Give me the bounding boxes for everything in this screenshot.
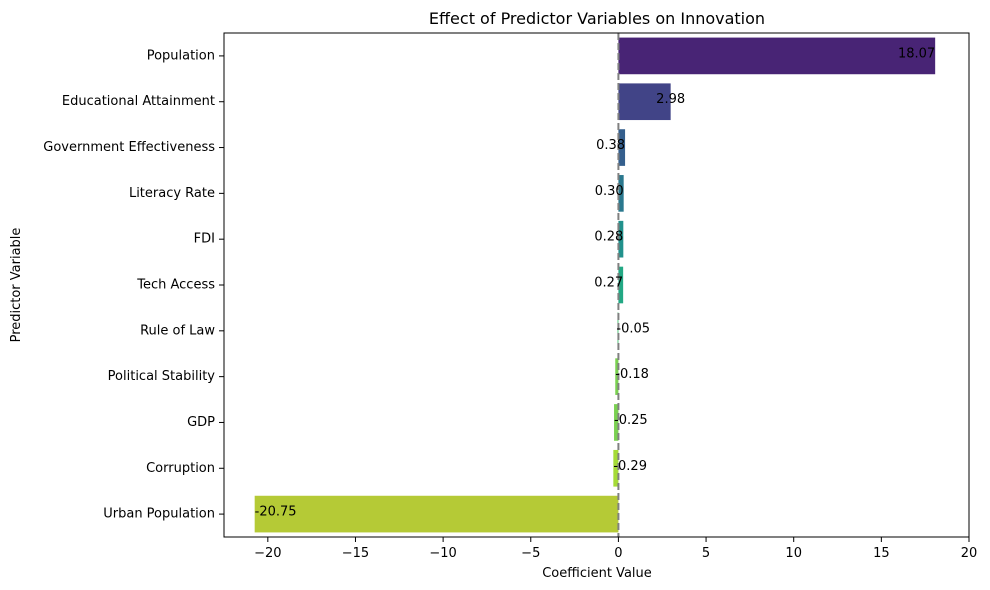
y-tick-label: Government Effectiveness <box>43 140 215 155</box>
data-label: 0.30 <box>595 184 624 199</box>
bar <box>613 449 619 487</box>
y-tick-label: Rule of Law <box>140 323 215 338</box>
bar <box>618 266 624 304</box>
y-tick-label: Corruption <box>146 461 215 476</box>
bar <box>618 37 936 75</box>
x-tick-label: 10 <box>785 546 802 561</box>
y-axis-label: Predictor Variable <box>9 228 24 343</box>
x-tick-label: 20 <box>961 546 978 561</box>
y-tick-label: GDP <box>187 415 215 430</box>
y-tick-label: Population <box>147 48 215 63</box>
data-label: 18.07 <box>898 46 935 61</box>
bar <box>615 358 619 395</box>
y-tick-label: Educational Attainment <box>62 94 215 109</box>
y-tick-label: Literacy Rate <box>129 186 215 201</box>
bar <box>618 175 624 212</box>
x-tick-label: 0 <box>614 546 622 561</box>
plot-area: 18.07 2.98 0.38 0.30 0.28 0.27 -0.05 -0.18 -0.25… <box>43 32 978 561</box>
bar <box>618 129 626 166</box>
bar <box>617 312 619 350</box>
y-tick-label: FDI <box>194 232 215 247</box>
data-label: -0.18 <box>615 367 649 382</box>
x-tick-label: −5 <box>521 546 540 561</box>
chart-title: Effect of Predictor Variables on Innovat… <box>429 9 765 28</box>
data-label: -20.75 <box>255 505 297 520</box>
x-tick-label: −20 <box>254 546 281 561</box>
x-axis-label: Coefficient Value <box>542 566 652 581</box>
bar <box>254 495 619 533</box>
x-tick-label: 15 <box>873 546 890 561</box>
data-label: 2.98 <box>656 92 685 107</box>
data-label: -0.05 <box>616 321 650 336</box>
data-label: 0.28 <box>594 230 623 245</box>
x-tick-label: −15 <box>342 546 369 561</box>
bar <box>618 220 624 258</box>
bar <box>614 404 619 441</box>
data-label: -0.29 <box>613 459 647 474</box>
data-label: -0.25 <box>614 413 648 428</box>
y-tick-label: Tech Access <box>136 278 215 293</box>
data-label: 0.38 <box>596 138 625 153</box>
y-tick-label: Urban Population <box>103 507 215 522</box>
y-tick-label: Political Stability <box>108 369 216 384</box>
data-label: 0.27 <box>594 276 623 291</box>
x-tick-label: 5 <box>702 546 710 561</box>
x-tick-label: −10 <box>429 546 456 561</box>
bar <box>618 83 671 121</box>
